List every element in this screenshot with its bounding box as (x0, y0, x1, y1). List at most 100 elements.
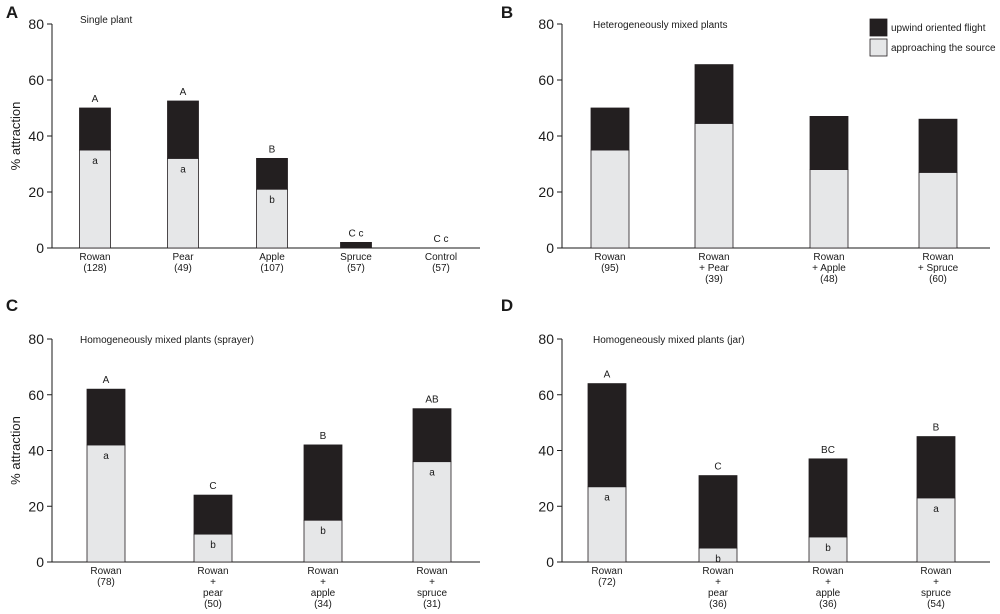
panel-c: C Homogeneously mixed plants (sprayer) 0 20… (6, 296, 480, 610)
category-label: + Apple (812, 263, 846, 274)
category-label: (54) (927, 599, 945, 610)
bar-approaching-source (590, 149, 630, 249)
bar-approaching-source (256, 188, 288, 249)
panel-title: Single plant (80, 15, 132, 26)
category-label: Rowan (812, 566, 843, 577)
category-label: Control (425, 252, 457, 263)
significance-letter-approach: a (604, 493, 610, 504)
y-axis-label: % attraction (8, 102, 23, 171)
significance-letter-total: C (714, 462, 721, 473)
y-tick-label: 20 (28, 184, 44, 200)
significance-letter-approach: a (103, 451, 109, 462)
y-tick-label: 40 (538, 128, 554, 144)
legend-label-approach: approaching the source (891, 43, 996, 54)
significance-letter-total: B (933, 423, 940, 434)
category-label: (57) (347, 263, 365, 274)
significance-letter-approach: a (429, 468, 435, 479)
category-label: (78) (97, 577, 115, 588)
y-tick-label: 0 (36, 240, 44, 256)
bar-upwind-flight (916, 436, 956, 499)
bar-upwind-flight (587, 383, 627, 488)
category-label: (48) (820, 274, 838, 285)
bar-upwind-flight (590, 107, 630, 151)
significance-letter-total: A (92, 94, 99, 105)
bar-approaching-source (808, 536, 848, 563)
category-label: spruce (921, 588, 951, 599)
bar-upwind-flight (303, 444, 343, 521)
bar-approaching-source (412, 461, 452, 563)
bar-upwind-flight (808, 458, 848, 538)
y-tick-label: 80 (28, 16, 44, 32)
y-tick-label: 20 (28, 498, 44, 514)
bar-upwind-flight (79, 107, 111, 151)
significance-letter-approach: b (269, 195, 275, 206)
bar-approaching-source (918, 171, 958, 249)
significance-letter-total: B (320, 431, 327, 442)
bar-upwind-flight (193, 494, 233, 535)
category-label: (128) (83, 263, 106, 274)
bar-upwind-flight (167, 100, 199, 159)
y-tick-label: 20 (538, 184, 554, 200)
y-tick-label: 0 (546, 554, 554, 570)
category-label: (50) (204, 599, 222, 610)
category-label: Apple (259, 252, 285, 263)
panel-b: B Heterogeneously mixed plants 0 20 40 60 80 Ro… (501, 3, 990, 285)
y-tick-label: 60 (538, 72, 554, 88)
category-label: Rowan (698, 252, 729, 263)
significance-letter-total: AB (425, 395, 439, 406)
bar-approaching-source (916, 497, 956, 563)
y-tick-label: 60 (538, 387, 554, 403)
category-label: Pear (172, 252, 194, 263)
panel-label: D (501, 296, 513, 315)
category-label: pear (203, 588, 224, 599)
category-label: Rowan (922, 252, 953, 263)
category-label: (57) (432, 263, 450, 274)
significance-letter-approach: b (320, 526, 326, 537)
category-label: + (825, 577, 831, 588)
category-label: Rowan (197, 566, 228, 577)
panel-a: A Single plant 0 20 40 60 80 % attraction Aa Rowa… (6, 3, 480, 274)
bar-approaching-source (694, 123, 734, 249)
category-label: + (429, 577, 435, 588)
significance-letter-approach: a (92, 156, 98, 167)
y-tick-label: 60 (28, 387, 44, 403)
bar-upwind-flight (86, 388, 126, 446)
bar-upwind-flight (809, 116, 849, 171)
category-label: Rowan (813, 252, 844, 263)
significance-letter-total: C (209, 481, 216, 492)
bar-upwind-flight (256, 157, 288, 190)
legend: upwind oriented flight approaching the so… (869, 18, 996, 57)
panel-d: D Homogeneously mixed plants (jar) 0 20 40 60… (501, 296, 990, 610)
category-label: (72) (598, 577, 616, 588)
category-label: (49) (174, 263, 192, 274)
category-label: + Pear (699, 263, 729, 274)
category-label: Spruce (340, 252, 372, 263)
category-label: Rowan (79, 252, 110, 263)
bar-upwind-flight (694, 64, 734, 124)
legend-swatch-approach (869, 38, 888, 57)
category-label: (39) (705, 274, 723, 285)
category-label: Rowan (920, 566, 951, 577)
y-tick-label: 0 (546, 240, 554, 256)
legend-swatch-upwind (869, 18, 888, 37)
significance-letter-total: B (269, 144, 276, 155)
y-tick-label: 40 (28, 443, 44, 459)
y-tick-label: 0 (36, 554, 44, 570)
y-tick-label: 80 (538, 331, 554, 347)
bar-approaching-source (303, 519, 343, 563)
category-label: (95) (601, 263, 619, 274)
category-label: (36) (709, 599, 727, 610)
bar-approaching-source (79, 149, 111, 249)
significance-letter-approach: b (825, 543, 831, 554)
legend-label-upwind: upwind oriented flight (891, 23, 986, 34)
y-tick-label: 40 (538, 443, 554, 459)
y-tick-label: 80 (28, 331, 44, 347)
significance-letter-total: C c (349, 228, 364, 239)
panel-label: A (6, 3, 18, 22)
category-label: (31) (423, 599, 441, 610)
category-label: pear (708, 588, 729, 599)
y-tick-label: 60 (28, 72, 44, 88)
panel-title: Homogeneously mixed plants (jar) (593, 335, 745, 346)
significance-letter-total: BC (821, 445, 835, 456)
panel-title: Homogeneously mixed plants (sprayer) (80, 335, 254, 346)
